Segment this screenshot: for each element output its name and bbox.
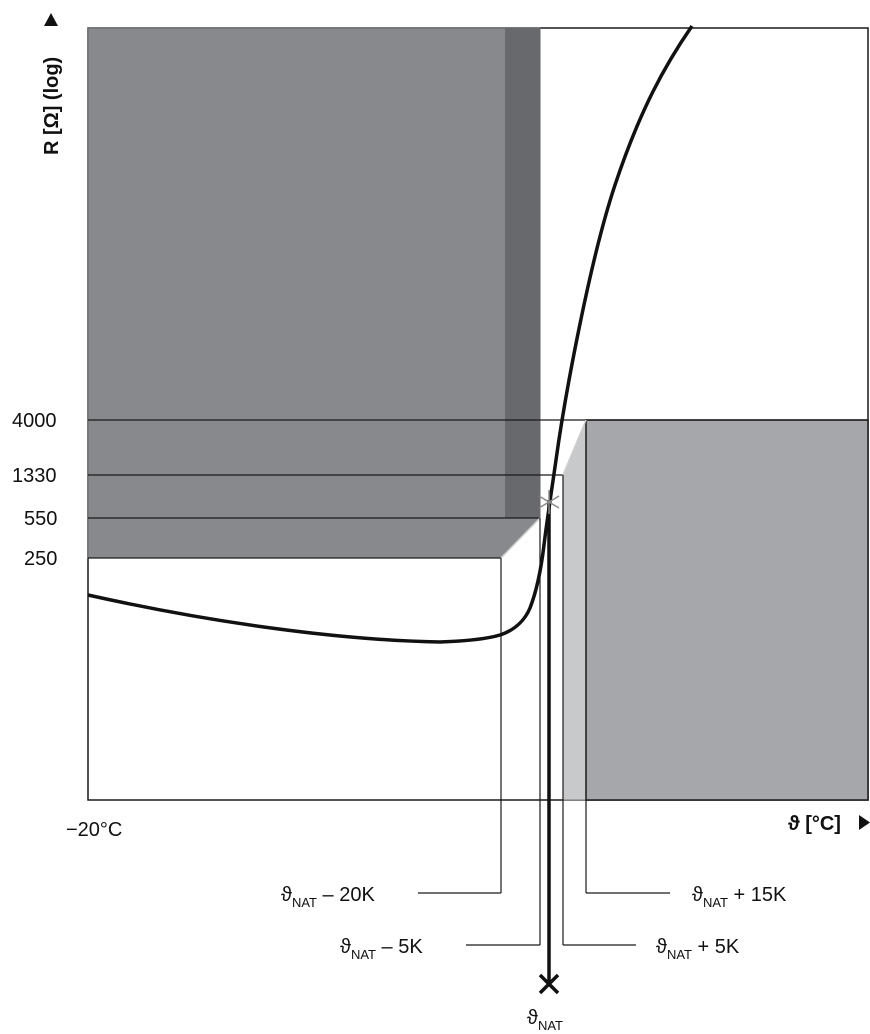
y-tick-250: 250 <box>24 548 57 570</box>
y-tick-4000: 4000 <box>12 410 57 432</box>
edge-dark-diag <box>500 517 541 559</box>
region-dark-left <box>87 27 541 559</box>
label-nat: ϑNAT <box>527 1007 563 1033</box>
label-nat-minus-5: ϑNAT – 5K <box>340 936 423 962</box>
region-light-right <box>562 419 587 801</box>
y-axis-title: R [Ω] (log) <box>41 57 63 155</box>
ptc-curve <box>87 25 694 644</box>
y-axis-arrow-icon <box>44 13 58 26</box>
star-marker <box>538 490 560 514</box>
region-mid-right <box>585 419 869 801</box>
nat-x-marker <box>538 973 560 995</box>
x-origin-label: −20°C <box>66 819 122 841</box>
label-nat-plus-5: ϑNAT + 5K <box>656 936 740 962</box>
region-darker-band <box>505 28 540 518</box>
label-nat-plus-15: ϑNAT + 15K <box>692 884 787 910</box>
y-tick-550: 550 <box>24 508 57 530</box>
edge-light-diag <box>562 419 587 476</box>
x-axis-title: ϑ [°C] <box>788 813 841 835</box>
y-tick-1330: 1330 <box>12 465 57 487</box>
label-nat-minus-20: ϑNAT – 20K <box>281 884 375 910</box>
x-axis-arrow-icon <box>859 815 870 830</box>
